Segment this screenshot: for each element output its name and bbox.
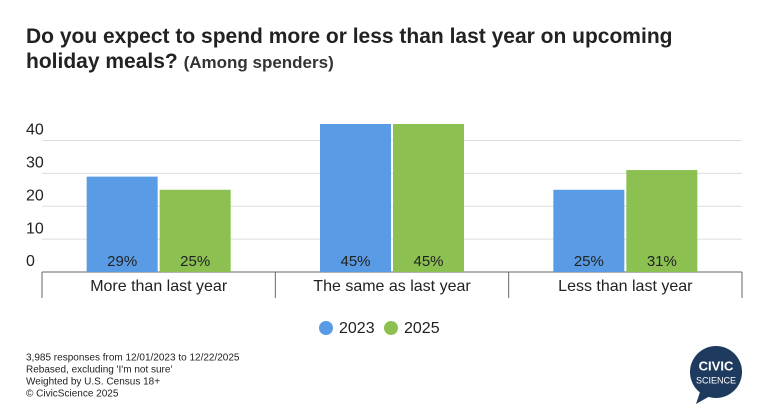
x-tick-label: More than last year	[90, 278, 228, 295]
y-tick-label: 30	[26, 155, 44, 172]
chart-title-block: Do you expect to spend more or less than…	[26, 24, 726, 75]
y-tick-label: 0	[26, 253, 35, 270]
footer-note: Weighted by U.S. Census 18+	[26, 377, 160, 388]
bar	[393, 124, 464, 272]
legend-marker	[384, 321, 398, 335]
x-tick-label: The same as last year	[313, 278, 471, 295]
y-tick-label: 20	[26, 187, 44, 204]
x-tick-label: Less than last year	[558, 278, 693, 295]
value-label: 29%	[107, 253, 137, 270]
bar	[626, 170, 698, 272]
logo-text: CIVIC	[699, 358, 734, 373]
logo-text: SCIENCE	[696, 375, 736, 385]
legend-label: 2025	[404, 320, 440, 337]
value-label: 45%	[413, 253, 443, 270]
legend-marker	[319, 321, 333, 335]
bar	[320, 124, 391, 272]
bar	[159, 189, 231, 272]
value-label: 45%	[340, 253, 370, 270]
value-label: 25%	[574, 253, 604, 270]
y-tick-label: 10	[26, 220, 44, 237]
footer-note: Rebased, excluding 'I'm not sure'	[26, 365, 172, 376]
footer-note: © CivicScience 2025	[26, 389, 119, 400]
legend-label: 2023	[339, 320, 375, 337]
value-label: 31%	[647, 253, 677, 270]
bar	[86, 176, 158, 272]
logo-tail	[696, 392, 710, 404]
chart-subtitle: (Among spenders)	[183, 53, 334, 72]
footer-note: 3,985 responses from 12/01/2023 to 12/22…	[26, 353, 240, 364]
bar	[553, 189, 625, 272]
chart-title: Do you expect to spend more or less than…	[26, 25, 673, 73]
y-tick-label: 40	[26, 122, 44, 139]
value-label: 25%	[180, 253, 210, 270]
logo-badge	[690, 346, 742, 398]
